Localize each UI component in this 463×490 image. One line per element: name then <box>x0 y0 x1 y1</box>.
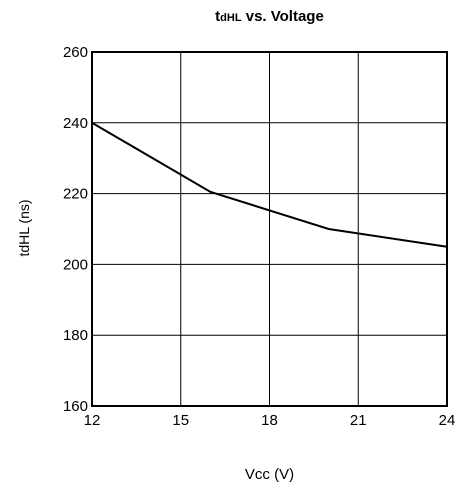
series-line <box>91 121 448 248</box>
y-tick-label: 200 <box>63 256 88 273</box>
y-tick-label: 160 <box>63 398 88 415</box>
x-axis-label: Vcc (V) <box>244 466 295 483</box>
x-tick-label: 21 <box>350 412 367 429</box>
y-tick-label: 260 <box>63 44 88 61</box>
x-tick-label: 24 <box>439 412 456 429</box>
y-tick-label: 240 <box>63 115 88 132</box>
y-tick-label: 180 <box>63 327 88 344</box>
chart-title: tdHL vs. Voltage <box>215 8 324 25</box>
x-tick-label: 12 <box>84 412 101 429</box>
x-tick-label: 18 <box>261 412 278 429</box>
plot-frame <box>91 51 448 407</box>
x-tick-label: 15 <box>172 412 189 429</box>
y-tick-label: 220 <box>63 186 88 203</box>
